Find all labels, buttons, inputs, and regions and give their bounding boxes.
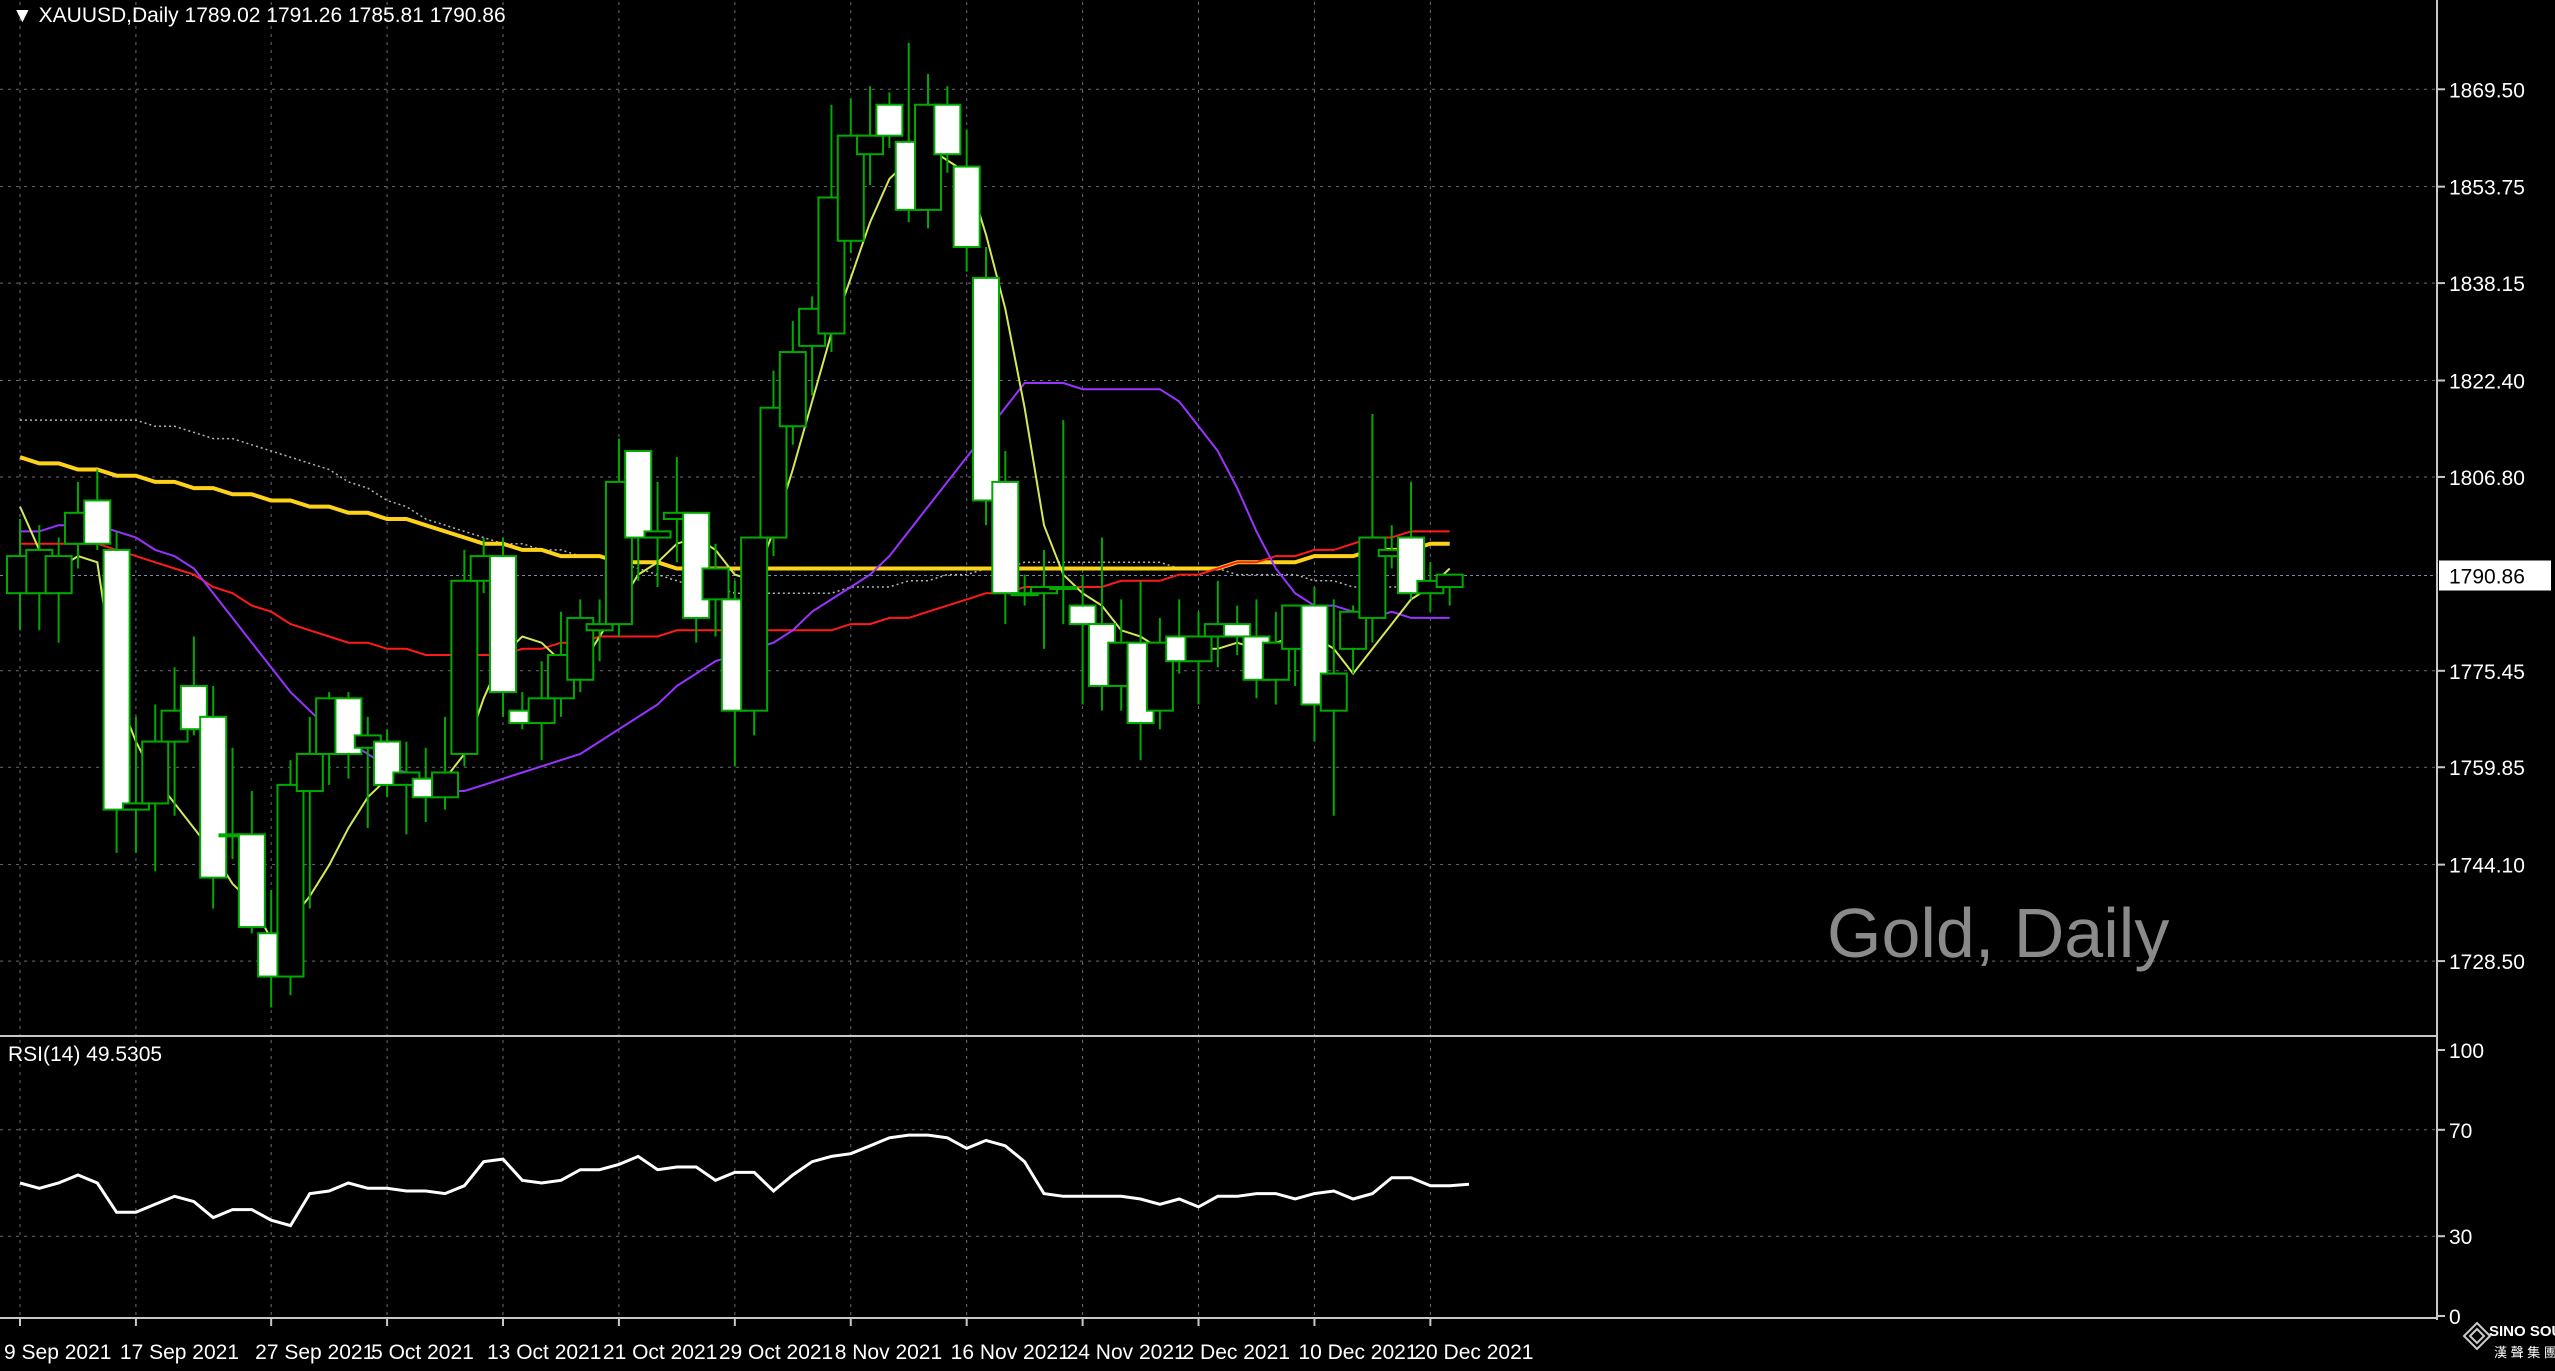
candle-bull <box>585 623 614 632</box>
diamond-logo-icon <box>2462 1321 2492 1351</box>
price-tick-label: 1775.45 <box>2449 661 2525 684</box>
candle-bull <box>44 555 73 595</box>
time-tick-label: 24 Nov 2021 <box>1067 1341 1186 1364</box>
candle-bear <box>199 715 228 879</box>
candle-bull <box>295 752 324 793</box>
candle-bull <box>856 134 885 156</box>
candle-bull <box>431 771 460 799</box>
price-tick-label: 1853.75 <box>2449 177 2525 200</box>
price-tick-label: 1806.80 <box>2449 467 2525 490</box>
symbol-label: XAUUSD,Daily <box>38 4 179 27</box>
current-price-box <box>2439 560 2551 591</box>
candle-bear <box>237 833 266 929</box>
price-tick-label: 1744.10 <box>2449 855 2525 878</box>
logo-text: SINO SOUND <box>2489 1323 2555 1340</box>
candle-bull <box>740 536 769 712</box>
candlestick-series <box>6 42 1464 1008</box>
ma-yellow-line <box>19 455 1450 571</box>
axis-frame <box>0 0 2438 1320</box>
candle-bull <box>1261 641 1290 681</box>
time-tick-label: 13 Oct 2021 <box>487 1341 601 1364</box>
price-tick-label: 1822.40 <box>2449 371 2525 394</box>
candle-bull <box>121 802 150 811</box>
time-tick-label: 20 Dec 2021 <box>1414 1341 1533 1364</box>
current-price-label: 1790.86 <box>2449 566 2525 589</box>
time-tick-label: 21 Oct 2021 <box>603 1341 717 1364</box>
candle-bull <box>276 783 305 978</box>
time-tick-label: 17 Sep 2021 <box>120 1341 239 1364</box>
ohlc-values: 1789.02 1791.26 1785.81 1790.86 <box>184 4 506 27</box>
sino-sound-logo: SINO SOUND 漢 聲 集 團 <box>2462 1315 2555 1371</box>
candle-bull <box>141 740 170 805</box>
candle-bull <box>1319 672 1348 712</box>
candle-bear <box>952 165 981 248</box>
candle-bull <box>1029 586 1058 595</box>
rsi-level-label: 100 <box>2449 1040 2484 1063</box>
logo-subtext: 漢 聲 集 團 <box>2494 1345 2555 1360</box>
candle-bear <box>682 511 711 619</box>
chart-grid <box>0 2 2437 1316</box>
price-tick-label: 1728.50 <box>2449 951 2525 974</box>
candle-bear <box>373 740 402 786</box>
candle-bear <box>1068 604 1097 626</box>
time-tick-label: 2 Dec 2021 <box>1183 1341 1290 1364</box>
candle-bear <box>1300 604 1329 706</box>
price-tick-label: 1869.50 <box>2449 79 2525 102</box>
rsi-label: RSI(14) 49.5305 <box>8 1043 163 1066</box>
candle-bull <box>778 351 807 428</box>
candle-bear <box>991 480 1020 595</box>
time-tick-label: 16 Nov 2021 <box>951 1341 1070 1364</box>
watermark-title: Gold, Daily <box>1827 894 2170 972</box>
candle-bear <box>83 499 112 545</box>
rsi-level-label: 0 <box>2449 1306 2461 1329</box>
price-tick-label: 1759.85 <box>2449 757 2525 780</box>
candle-bull <box>798 307 827 347</box>
candle-bear <box>1223 623 1252 638</box>
candle-bear <box>102 548 131 811</box>
candle-bull <box>836 134 865 242</box>
chart-header: ▼ XAUUSD,Daily 1789.02 1791.26 1785.81 1… <box>12 4 506 28</box>
time-tick-label: 27 Sep 2021 <box>255 1341 374 1364</box>
candle-bull <box>759 406 788 539</box>
rsi-panel <box>19 1133 1470 1228</box>
candle-bear <box>179 684 208 731</box>
candle-bear <box>489 555 517 694</box>
time-tick-label: 29 Oct 2021 <box>719 1341 833 1364</box>
candle-bull <box>1049 586 1078 591</box>
time-tick-label: 8 Nov 2021 <box>835 1341 942 1364</box>
dropdown-triangle-icon[interactable]: ▼ <box>12 4 33 27</box>
candle-bull <box>527 697 556 725</box>
candle-bear <box>875 103 904 137</box>
candle-bear <box>624 449 653 539</box>
rsi-line <box>19 1133 1470 1228</box>
candle-bear <box>972 276 1000 502</box>
time-tick-label: 10 Dec 2021 <box>1298 1341 1417 1364</box>
candle-bull <box>701 567 730 601</box>
candle-bear <box>933 103 962 156</box>
price-tick-label: 1838.15 <box>2449 273 2525 296</box>
candle-bull <box>643 530 672 539</box>
price-axis: 1869.50 1853.75 1838.15 1822.40 1806.80 1790.… <box>2437 79 2551 1329</box>
rsi-level-label: 70 <box>2449 1120 2472 1143</box>
candle-bull <box>1435 573 1464 589</box>
time-tick-label: 9 Sep 2021 <box>4 1341 111 1364</box>
time-tick-label: 5 Oct 2021 <box>371 1341 474 1364</box>
candle-bull <box>450 579 479 755</box>
rsi-level-label: 30 <box>2449 1226 2472 1249</box>
candle-bull <box>1184 635 1213 663</box>
